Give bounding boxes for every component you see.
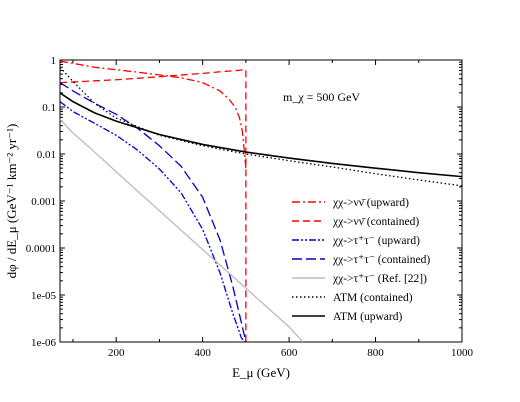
series-line-0 (60, 60, 247, 169)
series-line-5 (60, 66, 462, 187)
x-tick-label: 1000 (451, 347, 474, 359)
series-line-4 (60, 118, 304, 342)
y-axis-title: dφ / dE_μ (GeV⁻¹ km⁻² yr⁻¹) (4, 124, 19, 279)
x-tick-label: 600 (281, 347, 298, 359)
series-line-1 (60, 69, 247, 342)
y-tick-label: 0.01 (37, 149, 56, 161)
x-tick-label: 400 (194, 347, 211, 359)
series-line-2 (60, 101, 247, 342)
legend: χχ->νν̄ (upward) χχ->νν̄ (contained) χχ->τ… (292, 197, 430, 323)
legend-label: χχ->νν̄ (contained) (332, 216, 419, 228)
x-tick-label: 800 (367, 347, 384, 359)
y-tick-label: 1e-06 (31, 337, 57, 349)
y-tick-label: 1e-05 (31, 290, 57, 302)
series-line-3 (60, 82, 247, 342)
axis-ticks: 200 400 600 800 1000 1e-06 1e-05 0.0001 0.001 0.0… (26, 55, 474, 359)
legend-label: χχ->τ⁺τ⁻ (contained) (332, 254, 430, 266)
y-tick-label: 0.001 (31, 196, 56, 208)
y-tick-label: 0.1 (42, 102, 56, 114)
y-tick-label: 0.0001 (26, 243, 56, 255)
legend-label: ATM (contained) (333, 292, 413, 304)
x-axis-title: E_μ (GeV) (232, 365, 290, 380)
x-tick-label: 200 (108, 347, 125, 359)
legend-label: χχ->νν̄ (upward) (332, 197, 409, 209)
mass-annotation: m_χ = 500 GeV (283, 90, 360, 104)
legend-label: χχ->τ⁺τ⁻ (upward) (332, 235, 420, 247)
series-layer (60, 60, 462, 342)
legend-label: ATM (upward) (333, 311, 402, 323)
legend-label: χχ->τ⁺τ⁻ (Ref. [22]) (332, 273, 427, 285)
series-line-6 (60, 92, 462, 178)
y-tick-label: 1 (51, 55, 57, 67)
